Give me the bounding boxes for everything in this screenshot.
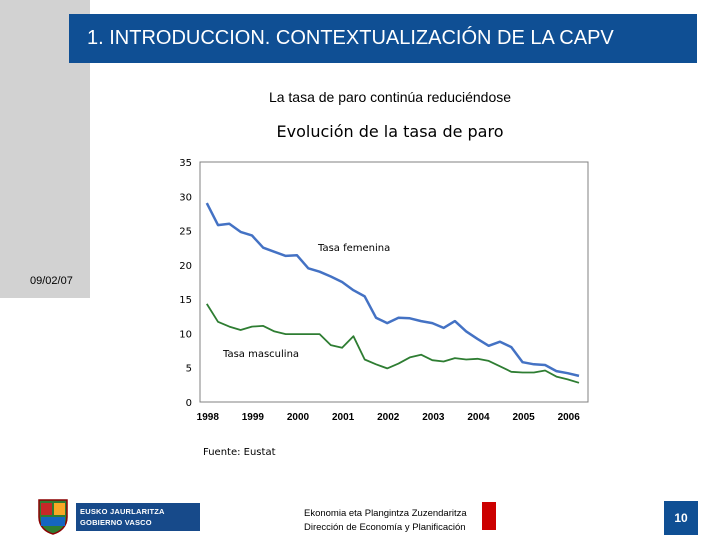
- y-tick-label: 10: [179, 329, 192, 340]
- y-tick-label: 5: [186, 364, 192, 375]
- y-axis-ticks: 0 5 10 15 20 25 30 35: [179, 158, 192, 409]
- y-tick-label: 25: [179, 227, 192, 238]
- coat-of-arms-icon: [38, 499, 68, 535]
- slide-subtitle: La tasa de paro continúa reduciéndose: [268, 89, 512, 105]
- x-tick-label: 2002: [377, 412, 400, 423]
- slide-date: 09/02/07: [30, 275, 73, 287]
- y-tick-label: 30: [179, 192, 192, 203]
- x-tick-label: 2001: [332, 412, 355, 423]
- y-tick-label: 15: [179, 295, 192, 306]
- x-tick-label: 1998: [197, 412, 220, 423]
- x-tick-label: 2005: [512, 412, 535, 423]
- department-spanish: Dirección de Economía y Planificación: [304, 522, 466, 533]
- series-line-female: [205, 202, 580, 378]
- series-line-male: [206, 303, 580, 384]
- x-tick-label: 2004: [467, 412, 490, 423]
- series-lines: [205, 202, 580, 384]
- x-axis-ticks: 1998 1999 2000 2001 2002 2003 2004 2005 2006: [197, 412, 581, 423]
- source-note: Fuente: Eustat: [203, 447, 276, 458]
- slide-title: 1. INTRODUCCION. CONTEXTUALIZACIÓN DE LA…: [87, 27, 614, 49]
- page-number: 10: [664, 501, 698, 535]
- logo-line-basque: EUSKO JAURLARITZA: [80, 507, 165, 516]
- y-tick-label: 0: [186, 398, 192, 409]
- y-tick-label: 35: [179, 158, 192, 169]
- y-tick-label: 20: [179, 261, 192, 272]
- footer-accent-block: [482, 502, 496, 530]
- x-tick-label: 2003: [422, 412, 445, 423]
- government-logo: EUSKO JAURLARITZA GOBIERNO VASCO: [30, 496, 200, 536]
- logo-line-spanish: GOBIERNO VASCO: [80, 518, 152, 527]
- annotation-male: Tasa masculina: [222, 349, 299, 360]
- x-tick-label: 2000: [287, 412, 310, 423]
- slide-header: 1. INTRODUCCION. CONTEXTUALIZACIÓN DE LA…: [69, 14, 697, 63]
- footer-department: Ekonomia eta Plangintza Zuzendaritza Dir…: [304, 507, 467, 535]
- annotation-female: Tasa femenina: [317, 243, 390, 254]
- logo-wordmark: EUSKO JAURLARITZA GOBIERNO VASCO: [76, 503, 200, 531]
- x-tick-label: 2006: [558, 412, 581, 423]
- chart-title: Evolución de la tasa de paro: [276, 122, 504, 141]
- x-tick-label: 1999: [242, 412, 265, 423]
- department-basque: Ekonomia eta Plangintza Zuzendaritza: [304, 508, 467, 519]
